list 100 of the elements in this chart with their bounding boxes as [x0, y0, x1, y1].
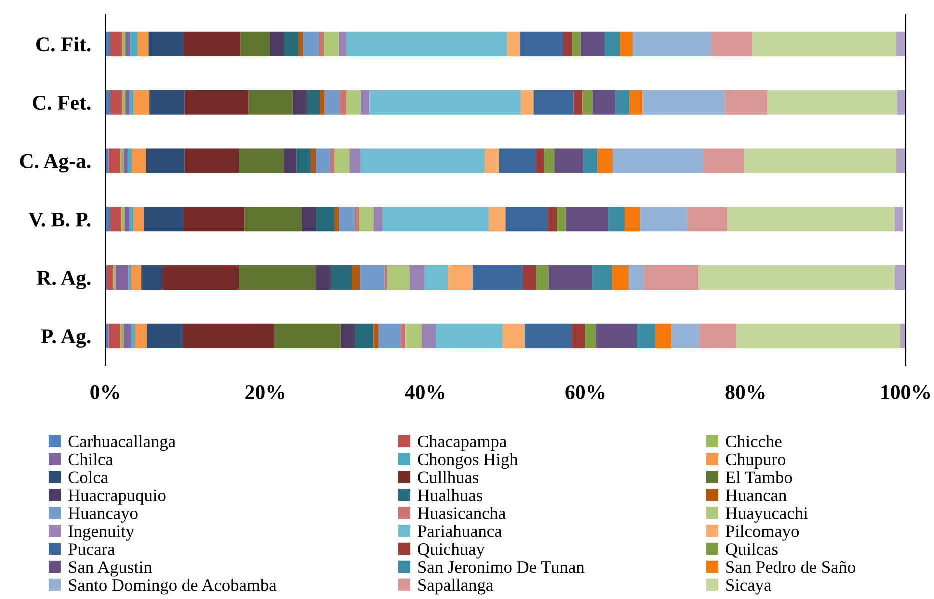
bar [768, 90, 898, 115]
bar [147, 324, 184, 348]
bar [183, 324, 274, 348]
x-tick-label: 20% [246, 385, 285, 400]
bar [146, 148, 185, 174]
bar [752, 32, 896, 56]
y-tick-label: V. B. P. [28, 212, 91, 227]
bar [144, 207, 184, 232]
bar [298, 32, 304, 56]
bar [436, 324, 503, 348]
bar [360, 266, 385, 290]
bar [422, 324, 436, 348]
legend-label: Chilca [68, 453, 114, 466]
bar [339, 207, 356, 232]
bar [108, 148, 121, 174]
bar [574, 90, 583, 115]
legend-label: Carhuacallanga [68, 435, 176, 452]
bar [507, 32, 520, 56]
bar [488, 207, 506, 232]
bar [134, 207, 144, 232]
legend-label: Colca [68, 471, 108, 484]
bar [320, 90, 325, 115]
bar [640, 207, 688, 232]
bar [184, 207, 245, 232]
bar [581, 32, 606, 56]
legend-label: El Tambo [726, 471, 792, 484]
bar [563, 32, 572, 56]
bar [120, 148, 124, 174]
bar [424, 266, 448, 290]
bar [370, 90, 521, 115]
bar [316, 148, 330, 174]
y-tick-label: C. Ag-a. [20, 154, 91, 173]
legend-label: Hualhuas [418, 489, 482, 502]
legend-label: San Agustin [69, 562, 152, 577]
bar [499, 148, 536, 174]
bar [625, 207, 640, 232]
bar [687, 207, 728, 232]
bar [703, 148, 744, 174]
x-tick-label: 100% [882, 385, 930, 400]
bar [592, 266, 612, 290]
y-tick-label: P. Ag. [41, 330, 91, 348]
bar [612, 266, 630, 290]
bar [110, 90, 122, 115]
bar [360, 90, 370, 115]
bar [106, 32, 110, 56]
bar [138, 32, 149, 56]
bar [896, 32, 906, 56]
bar [107, 266, 114, 290]
bar [896, 148, 906, 174]
bar [274, 324, 341, 348]
bar [116, 266, 129, 290]
bar [585, 324, 596, 348]
bar [360, 148, 485, 174]
bar [134, 90, 150, 115]
bar [150, 90, 185, 115]
bar [120, 324, 124, 348]
bar [384, 266, 388, 290]
bar [132, 148, 146, 174]
bar [350, 148, 361, 174]
legend-label: Chupuro [726, 453, 786, 470]
bar [534, 90, 574, 115]
bar [605, 32, 620, 56]
bar [448, 266, 473, 290]
bar [644, 266, 699, 290]
bar [484, 148, 500, 174]
bar [135, 324, 148, 348]
x-tick-label: 0% [90, 385, 120, 400]
bar [711, 32, 752, 56]
bar [130, 207, 134, 232]
bar [596, 324, 638, 348]
y-tick-label: C. Fit. [36, 36, 91, 52]
bar [184, 32, 241, 56]
bar [239, 148, 284, 174]
bar [307, 90, 320, 115]
bar [122, 90, 126, 115]
bar [582, 90, 594, 115]
bar [633, 32, 712, 56]
legend-label: Chongos High [418, 453, 518, 470]
bar [355, 207, 360, 232]
legend-label: Quichuay [418, 542, 485, 559]
bar [894, 207, 904, 232]
bar [239, 266, 316, 290]
legend-label: Chacapampa [418, 435, 507, 452]
bar [106, 90, 110, 115]
bar [387, 266, 410, 290]
bar [355, 324, 374, 348]
legend-label: Ingenuity [68, 526, 135, 541]
bar [162, 266, 240, 290]
bar [608, 207, 626, 232]
bar [316, 207, 334, 232]
bar [126, 32, 130, 56]
bar [324, 32, 340, 56]
bar [311, 148, 316, 174]
legend-label: Huancan [726, 490, 787, 502]
bar [302, 207, 316, 232]
bar [374, 207, 382, 232]
bar [340, 324, 356, 348]
bar [340, 90, 346, 115]
bar [374, 324, 378, 348]
bar [330, 148, 334, 174]
